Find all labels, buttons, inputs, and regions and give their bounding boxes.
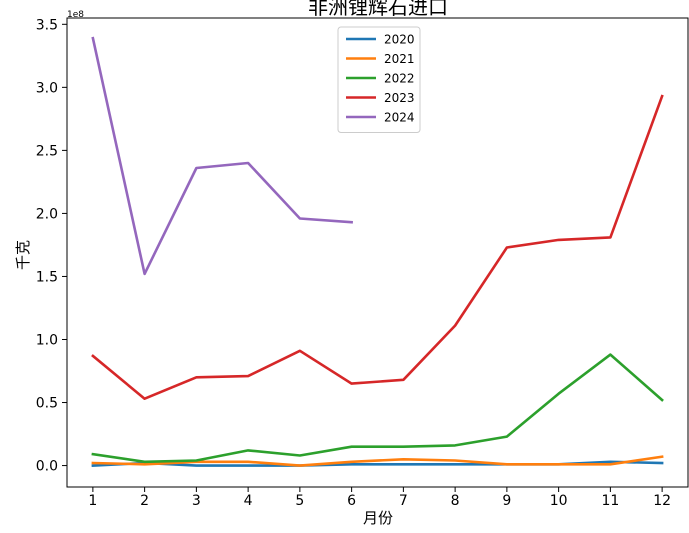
y-tick-label: 0.5	[36, 396, 58, 412]
y-tick-label: 0.0	[36, 459, 58, 475]
chart-title: 非洲锂辉石进口	[308, 0, 448, 19]
series-line-2023	[91, 94, 664, 401]
y-tick-label: 2.5	[36, 143, 58, 159]
x-tick-label: 11	[601, 493, 619, 509]
y-tick-label: 3.0	[36, 80, 58, 96]
y-axis-title: 千克	[14, 240, 32, 270]
x-tick-label: 12	[653, 493, 671, 509]
y-tick-label: 3.5	[36, 17, 58, 33]
x-tick-label: 6	[347, 493, 356, 509]
x-tick-label: 7	[399, 493, 408, 509]
y-tick-label: 2.0	[36, 206, 58, 222]
legend-label: 2022	[384, 72, 415, 86]
x-tick-label: 5	[295, 493, 304, 509]
x-tick-label: 4	[244, 493, 253, 509]
legend-box	[337, 26, 421, 133]
y-tick-label: 1.0	[36, 332, 58, 348]
y-axis-offset-label: 1e8	[67, 10, 84, 20]
y-tick-label: 1.5	[36, 269, 58, 285]
x-tick-label: 2	[140, 493, 149, 509]
series-line-2024	[91, 36, 353, 276]
x-tick-label: 1	[88, 493, 97, 509]
x-tick-label: 9	[502, 493, 511, 509]
x-tick-label: 8	[451, 493, 460, 509]
x-tick-label: 3	[192, 493, 201, 509]
legend-label: 2020	[384, 33, 415, 47]
x-axis-title: 月份	[363, 509, 393, 527]
legend-label: 2021	[384, 52, 415, 66]
legend-label: 2023	[384, 91, 415, 105]
plot-frame	[66, 17, 689, 488]
legend-label: 2024	[384, 111, 415, 125]
series-line-2021	[91, 455, 664, 467]
series-line-2022	[91, 353, 664, 464]
x-tick-label: 10	[550, 493, 568, 509]
